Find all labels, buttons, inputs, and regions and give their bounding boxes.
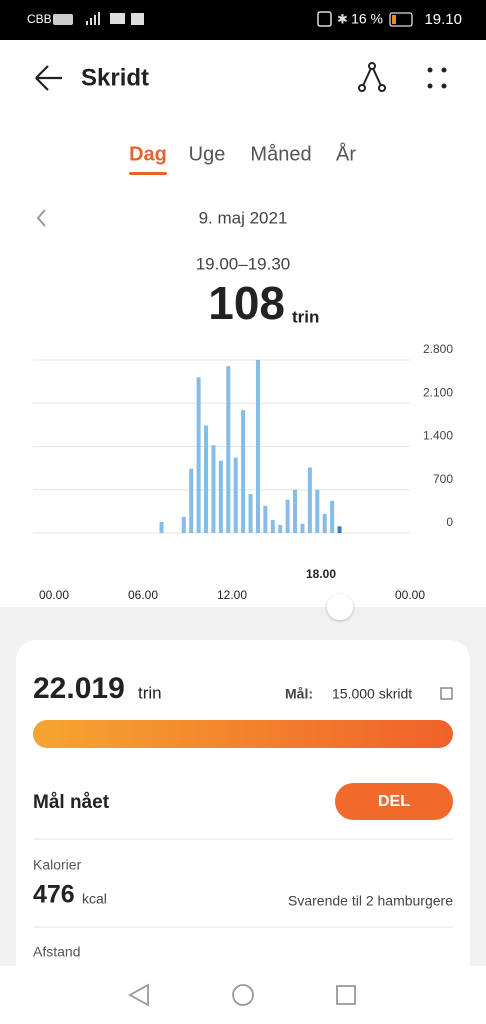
tab[interactable]: Måned: [250, 143, 311, 165]
time-range: 19.00–19.30: [196, 254, 291, 273]
bar: [189, 468, 194, 533]
nav-bar: [0, 966, 486, 1024]
chart-slider[interactable]: [327, 594, 353, 620]
tab[interactable]: Uge: [189, 143, 226, 165]
x-tick-label: 18.00: [306, 567, 336, 581]
bar: [270, 520, 275, 533]
total-steps: 22.019: [33, 672, 125, 705]
x-tick-label: 12.00: [217, 588, 247, 602]
bar: [211, 445, 216, 533]
edit-goal[interactable]: [440, 687, 453, 700]
nfc-icon: [317, 11, 332, 27]
y-tick-label: 700: [433, 472, 453, 486]
progress-bar: [33, 720, 453, 748]
bar: [248, 494, 253, 533]
bar: [293, 489, 298, 533]
share-label: DEL: [378, 793, 410, 810]
x-tick-label: 06.00: [128, 588, 158, 602]
tab-underline: [129, 172, 167, 175]
bar: [241, 410, 246, 533]
bar: [337, 526, 342, 533]
calories-unit: kcal: [82, 891, 107, 907]
title: Skridt: [81, 64, 149, 91]
more-button[interactable]: [427, 67, 447, 89]
goal-value: 15.000 skridt: [332, 686, 412, 702]
bar: [196, 377, 201, 533]
nav-recent[interactable]: [336, 985, 356, 1005]
y-tick-label: 0: [446, 515, 453, 529]
goal-label: Mål:: [285, 686, 313, 702]
share-button[interactable]: [335, 783, 453, 820]
bar: [307, 467, 312, 533]
bar: [233, 457, 238, 533]
app-icon: [131, 13, 144, 25]
bar: [322, 513, 327, 533]
battery-text: 16 %: [351, 11, 383, 27]
tab[interactable]: År: [336, 142, 356, 165]
bar: [204, 425, 209, 533]
battery-level: [392, 15, 396, 24]
distance-label: Afstand: [33, 944, 80, 960]
calories-note: Svarende til 2 hamburgere: [288, 893, 453, 909]
x-tick-label: 00.00: [39, 588, 69, 602]
back-button[interactable]: [35, 65, 62, 91]
volte-icon: [53, 14, 73, 25]
mail-icon: [110, 13, 125, 24]
calories-value: 476: [33, 881, 75, 909]
bar: [218, 460, 223, 533]
nav-back[interactable]: [128, 983, 149, 1007]
status-bar: [0, 0, 486, 40]
y-tick-label: 2.800: [423, 342, 453, 356]
selected-unit: trin: [292, 307, 319, 326]
date: 9. maj 2021: [199, 208, 288, 227]
bar: [315, 489, 320, 533]
clock: 19.10: [424, 11, 462, 28]
signal-icon: [86, 12, 100, 25]
bar: [159, 521, 164, 533]
bar: [226, 366, 231, 533]
total-unit: trin: [138, 683, 162, 702]
bar: [255, 360, 260, 533]
route-button[interactable]: [358, 62, 386, 92]
chart: 0 700 1.400 2.100 2.800 00.00 06.00 12.00 18.00 0…: [33, 342, 453, 602]
prev-date[interactable]: [36, 209, 46, 227]
calories-label: Kalorier: [33, 857, 82, 873]
x-tick-label: 00.00: [395, 588, 425, 602]
bar: [278, 524, 283, 533]
nav-home[interactable]: [232, 984, 254, 1006]
battery-icon: [389, 12, 413, 27]
goal-reached: Mål nået: [33, 792, 110, 813]
carrier: CBB: [27, 12, 52, 26]
bar: [181, 516, 186, 533]
bar: [285, 499, 290, 533]
bar: [300, 523, 305, 533]
tab[interactable]: Dag: [129, 143, 167, 165]
bar: [263, 505, 268, 533]
y-tick-label: 1.400: [423, 429, 453, 443]
bar: [330, 500, 335, 533]
bluetooth-icon: ✱: [337, 11, 348, 26]
y-tick-label: 2.100: [423, 385, 453, 399]
selected-value: 108: [208, 277, 285, 329]
